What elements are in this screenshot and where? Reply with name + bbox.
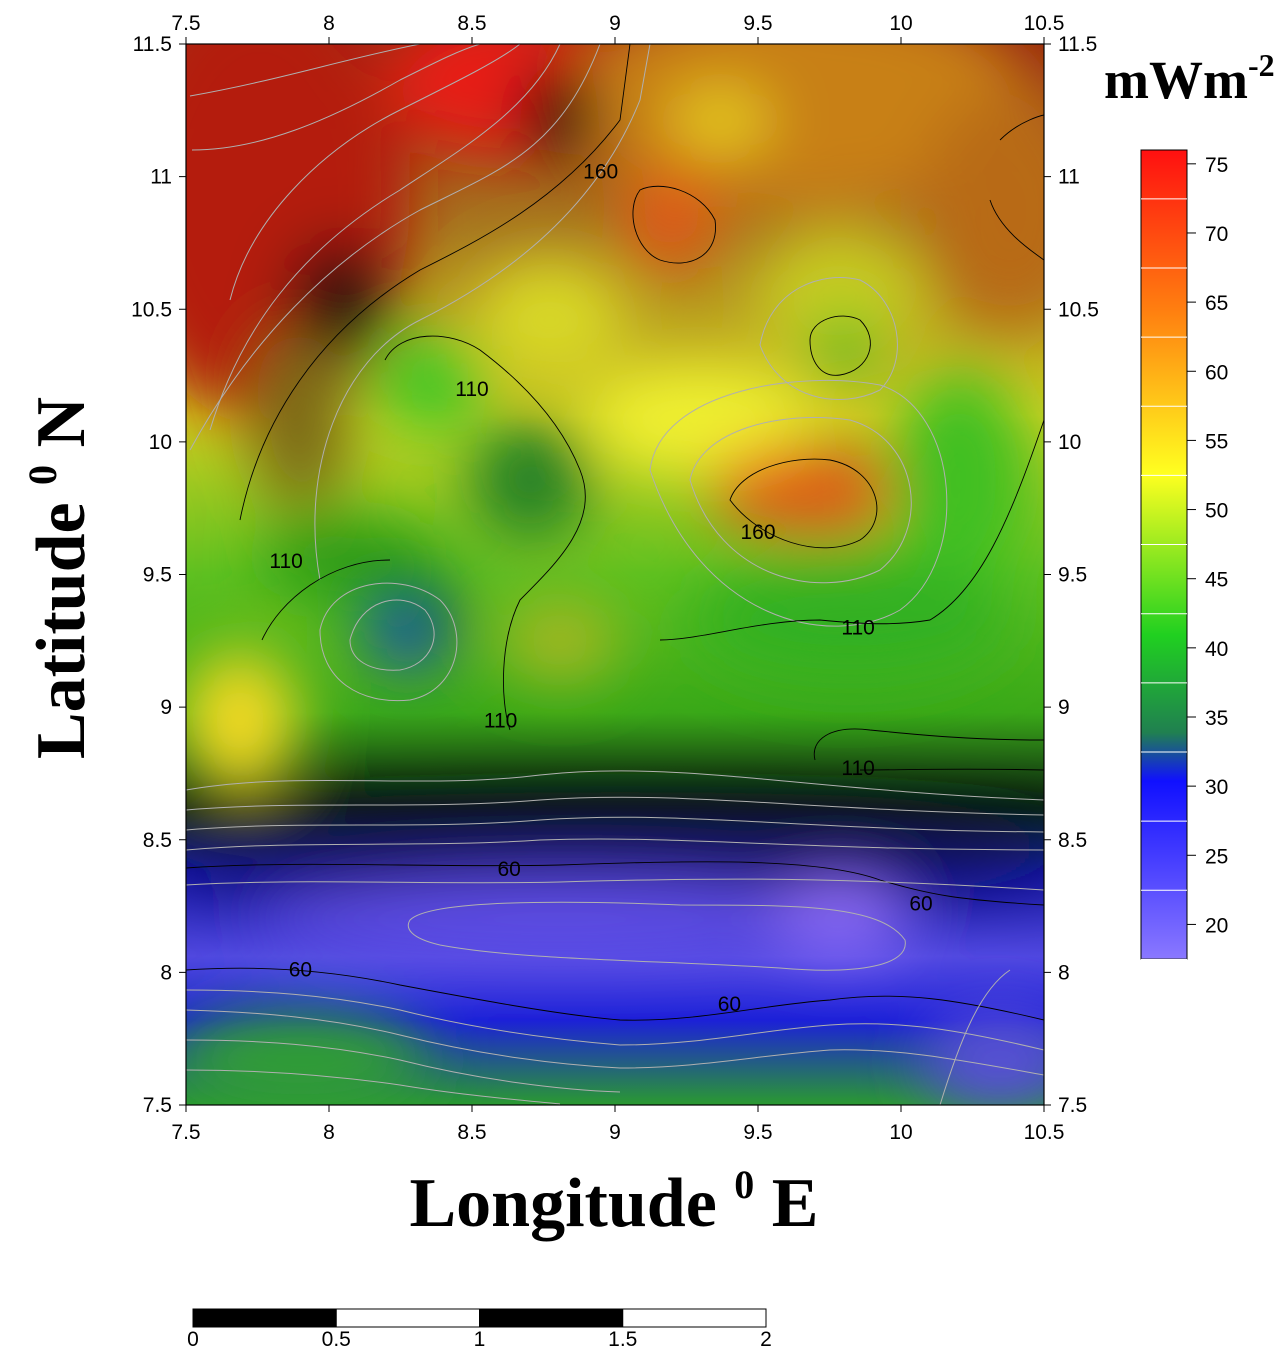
- colorbar-tick-label: 55: [1205, 430, 1228, 453]
- contour-label: 110: [484, 709, 517, 732]
- scale-bar-label: 1.5: [608, 1328, 637, 1346]
- y-tick-label-left: 8.5: [143, 829, 172, 852]
- colorbar-tick-label: 65: [1205, 292, 1228, 315]
- colorbar-tick-label: 75: [1205, 154, 1228, 177]
- colorbar-tick-label: 45: [1205, 569, 1228, 592]
- contour-label: 110: [455, 378, 488, 401]
- colorbar-ticks: 75 70 65 60 55 50 45 40 35 30 25 20: [1141, 154, 1228, 960]
- scale-bar-label: 0: [187, 1328, 199, 1346]
- contour-label: 60: [289, 959, 312, 982]
- x-tick-label-top: 8: [323, 12, 335, 35]
- scale-bar-label: 1: [474, 1328, 486, 1346]
- contour-label: 60: [718, 993, 741, 1016]
- scale-bar-segment: [479, 1308, 624, 1328]
- y-tick-label-right: 9: [1058, 696, 1070, 719]
- colorbar-tick-label: 60: [1205, 361, 1228, 384]
- y-tick-label-right: 10: [1058, 431, 1081, 454]
- y-tick-label-left: 10: [149, 431, 172, 454]
- x-tick-label-bottom: 8: [323, 1121, 335, 1144]
- contour-label: 60: [909, 892, 932, 915]
- scale-bar: 0 0.5 1 1.5 2: [187, 1308, 772, 1346]
- colorbar-tick-label: 30: [1205, 776, 1228, 799]
- x-tick-label-bottom: 10.5: [1024, 1121, 1065, 1144]
- contour-label: 160: [740, 521, 775, 544]
- y-axis-title: Latitude 0 N: [20, 397, 100, 759]
- colorbar-tick-label: 20: [1205, 914, 1228, 937]
- y-tick-label-right: 11.5: [1058, 33, 1097, 56]
- x-tick-label-bottom: 8.5: [457, 1121, 486, 1144]
- contour-label: 160: [583, 160, 618, 183]
- y-tick-label-right: 8: [1058, 961, 1070, 984]
- x-tick-label-top: 10.5: [1024, 12, 1065, 35]
- x-tick-label-top: 8.5: [457, 12, 486, 35]
- x-tick-label-top: 7.5: [171, 12, 200, 35]
- scale-bar-segment: [622, 1308, 767, 1328]
- x-tick-label-bottom: 9.5: [743, 1121, 772, 1144]
- colorbar-unit: mWm-2: [1104, 47, 1275, 110]
- colorbar-ramp: [1140, 149, 1188, 960]
- scale-bar-segment: [192, 1308, 337, 1328]
- scale-bar-label: 2: [760, 1328, 772, 1346]
- x-axis-title: Longitude 0 E: [409, 1162, 818, 1242]
- contour-label: 110: [841, 757, 874, 780]
- y-tick-label-right: 9.5: [1058, 564, 1087, 587]
- contour-label: 110: [841, 617, 874, 640]
- contour-label: 60: [498, 858, 521, 881]
- x-tick-label-top: 10: [889, 12, 912, 35]
- scale-bar-label: 0.5: [322, 1328, 351, 1346]
- y-tick-label-left: 11.5: [133, 33, 172, 56]
- x-tick-label-top: 9: [609, 12, 621, 35]
- x-tick-label-bottom: 7.5: [171, 1121, 200, 1144]
- x-tick-label-top: 9.5: [743, 12, 772, 35]
- y-tick-label-right: 11: [1058, 166, 1080, 189]
- x-tick-label-bottom: 10: [889, 1121, 912, 1144]
- y-tick-label-left: 7.5: [143, 1094, 172, 1117]
- axes: 7.5 7.5 8 8 8.5 8.5 9 9 9.5 9.5 10 10 10.5 10.5 7.5 7.5…: [131, 12, 1099, 1144]
- heat-flow-raster: 160 110 160 110 110 110 110 60 60 60 60: [186, 44, 1044, 1105]
- y-tick-label-left: 9.5: [143, 564, 172, 587]
- contour-label: 110: [269, 550, 302, 573]
- contour-labels: 160 110 160 110 110 110 110 60 60 60 60: [269, 160, 932, 1016]
- y-tick-label-left: 11: [150, 166, 172, 189]
- x-tick-label-bottom: 9: [609, 1121, 621, 1144]
- scale-bar-segment: [335, 1308, 480, 1328]
- y-tick-label-right: 7.5: [1058, 1094, 1087, 1117]
- y-tick-label-left: 10.5: [131, 298, 172, 321]
- y-tick-label-left: 8: [160, 961, 172, 984]
- y-tick-label-right: 8.5: [1058, 829, 1087, 852]
- colorbar-tick-label: 35: [1205, 707, 1228, 730]
- contour-lines: [186, 44, 1044, 1105]
- colorbar-tick-label: 50: [1205, 500, 1228, 523]
- colorbar-tick-label: 70: [1205, 223, 1228, 246]
- y-tick-label-right: 10.5: [1058, 298, 1099, 321]
- y-tick-label-left: 9: [160, 696, 172, 719]
- colorbar-tick-label: 25: [1205, 845, 1228, 868]
- colorbar-tick-label: 40: [1205, 638, 1228, 661]
